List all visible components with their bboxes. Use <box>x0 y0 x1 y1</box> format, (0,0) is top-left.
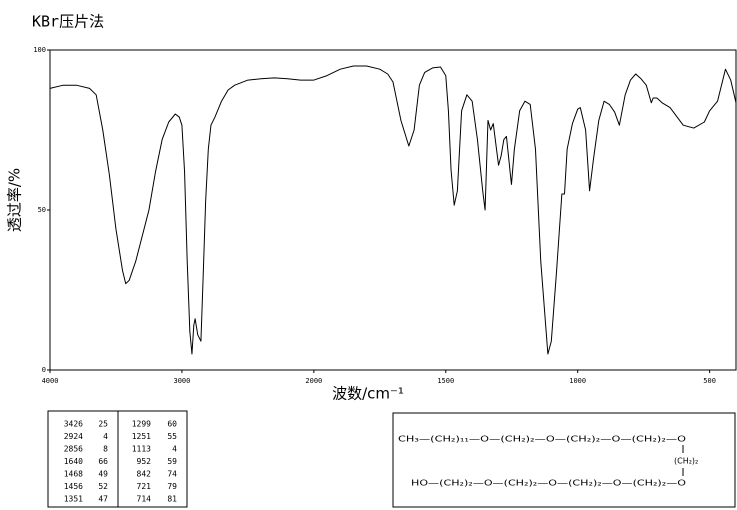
peak-table-cell: 1456 <box>64 482 83 491</box>
peak-table-cell: 1468 <box>64 470 83 479</box>
structure-line: CH₃—(CH₂)₁₁—O—(CH₂)₂—O—(CH₂)₂—O—(CH₂)₂—O <box>398 435 686 444</box>
plot-frame <box>49 49 737 371</box>
peak-table-cell: 714 <box>137 495 152 504</box>
peak-table-cell: 52 <box>98 482 108 491</box>
structure-bridge: (CH₂)₂ <box>674 457 698 466</box>
peak-table-cell: 47 <box>98 495 108 504</box>
structure-box <box>392 412 736 508</box>
x-tick-label: 1000 <box>569 377 586 385</box>
peak-table-cell: 4 <box>172 445 177 454</box>
x-tick-label: 1500 <box>437 377 454 385</box>
structure-line: HO—(CH₂)₂—O—(CH₂)₂—O—(CH₂)₂—O—(CH₂)₂—O <box>411 479 686 488</box>
spectrum-line <box>49 65 737 355</box>
peak-table-cell: 74 <box>167 470 177 479</box>
peak-table-cell: 952 <box>137 457 152 466</box>
x-tick-label: 3000 <box>173 377 190 385</box>
x-tick-label: 500 <box>703 377 716 385</box>
chart-title: KBr压片法 <box>32 13 104 31</box>
peak-table-cell: 59 <box>167 457 177 466</box>
peak-table-cell: 1351 <box>64 495 83 504</box>
y-tick-label: 50 <box>38 206 46 214</box>
peak-table-cell: 60 <box>167 420 177 429</box>
y-axis-label: 透过率/% <box>6 168 24 232</box>
peak-table-cell: 49 <box>98 470 108 479</box>
x-tick-label: 4000 <box>42 377 59 385</box>
peak-table-cell: 1640 <box>64 457 83 466</box>
y-tick-label: 100 <box>33 46 46 54</box>
peak-table-cell: 1299 <box>132 420 151 429</box>
peak-table-cell: 55 <box>167 432 177 441</box>
peak-table-cell: 1251 <box>132 432 151 441</box>
peak-table-cell: 4 <box>103 432 108 441</box>
peak-table-cell: 25 <box>98 420 108 429</box>
peak-table-cell: 1113 <box>132 445 151 454</box>
x-tick-label: 2000 <box>305 377 322 385</box>
peak-table-cell: 3426 <box>64 420 83 429</box>
peak-table-cell: 2856 <box>64 445 83 454</box>
peak-table-cell: 79 <box>167 482 177 491</box>
peak-table-cell: 2924 <box>64 432 83 441</box>
peak-table-cell: 721 <box>137 482 152 491</box>
x-axis-label: 波数/cm⁻¹ <box>332 385 404 403</box>
peak-table-cell: 8 <box>103 445 108 454</box>
y-tick-label: 0 <box>42 366 46 374</box>
peak-table-cell: 842 <box>137 470 152 479</box>
peak-table-cell: 66 <box>98 457 108 466</box>
peak-table-cell: 81 <box>167 495 177 504</box>
